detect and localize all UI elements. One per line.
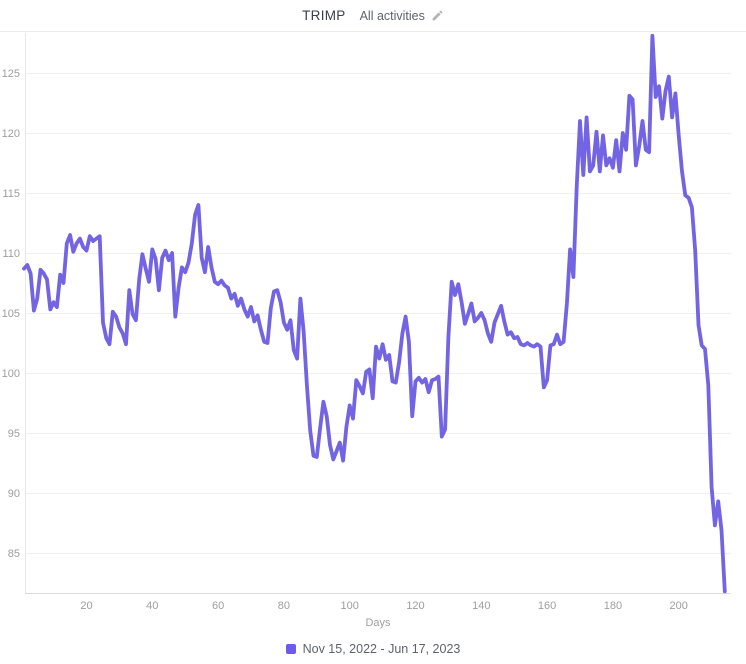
y-tick-label: 85: [8, 548, 20, 560]
activities-filter[interactable]: All activities: [360, 9, 444, 23]
y-tick-label: 125: [2, 68, 20, 80]
y-tick-label: 110: [2, 248, 20, 260]
x-tick-label: 160: [538, 600, 556, 612]
x-tick-label: 60: [212, 600, 224, 612]
trimp-line-series[interactable]: [22, 33, 727, 594]
y-tick-label: 105: [2, 308, 20, 320]
x-tick-label: 100: [341, 600, 359, 612]
legend-label: Nov 15, 2022 - Jun 17, 2023: [302, 642, 461, 656]
x-tick-label: 80: [278, 600, 290, 612]
y-tick-label: 115: [2, 188, 20, 200]
y-tick-label: 90: [8, 488, 20, 500]
chart-header: TRIMP All activities: [0, 0, 746, 32]
edit-pencil-icon[interactable]: [431, 9, 444, 22]
y-tick-label: 120: [2, 128, 20, 140]
x-axis-title: Days: [365, 617, 391, 629]
y-tick-label: 100: [2, 368, 20, 380]
trimp-line-chart[interactable]: 85 90 95 100 105 110 115 120 125 20 40 60 80 100 120 14…: [0, 0, 746, 630]
x-tick-label: 40: [146, 600, 158, 612]
legend-item[interactable]: Nov 15, 2022 - Jun 17, 2023: [0, 638, 746, 660]
activities-filter-label: All activities: [359, 8, 425, 23]
page-title: TRIMP: [302, 8, 346, 23]
y-tick-label: 95: [8, 428, 20, 440]
x-tick-label: 180: [604, 600, 622, 612]
legend-swatch: [285, 644, 296, 654]
x-tick-label: 140: [472, 600, 490, 612]
x-tick-label: 120: [406, 600, 424, 612]
x-tick-label: 200: [670, 600, 688, 612]
x-tick-label: 20: [80, 600, 92, 612]
